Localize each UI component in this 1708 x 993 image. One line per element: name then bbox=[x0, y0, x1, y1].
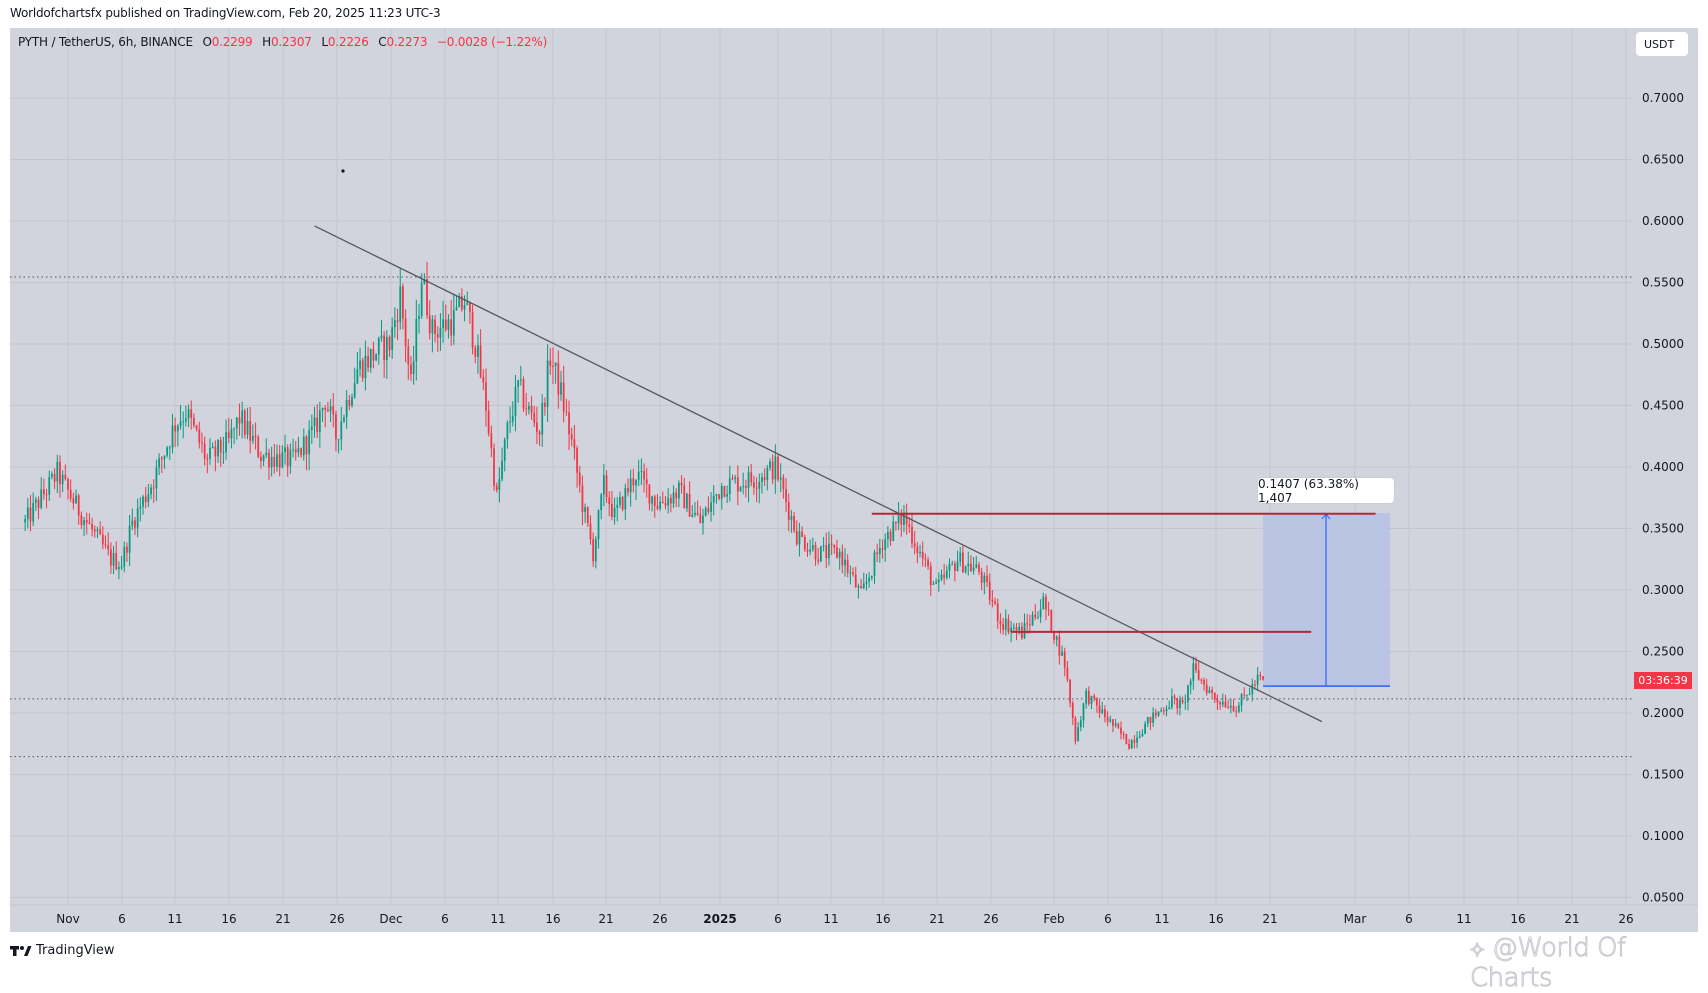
price-range-label: 0.1407 (63.38%) 1,407 bbox=[1258, 477, 1394, 505]
close-value: 0.2273 bbox=[386, 35, 428, 49]
time-tick-label: 6 bbox=[1104, 912, 1112, 926]
price-tick-label: 0.2500 bbox=[1642, 645, 1684, 659]
open-value: 0.2299 bbox=[211, 35, 253, 49]
price-range-tool[interactable] bbox=[1263, 513, 1390, 687]
low-value: 0.2226 bbox=[327, 35, 369, 49]
price-tick-label: 0.3500 bbox=[1642, 522, 1684, 536]
tradingview-logo[interactable]: TradingView bbox=[10, 943, 115, 958]
time-tick-label: Nov bbox=[56, 912, 79, 926]
watermark-text: @World Of Charts bbox=[1470, 933, 1627, 993]
tradingview-logo-icon bbox=[10, 945, 32, 956]
time-tick-label: 21 bbox=[598, 912, 613, 926]
price-tick-label: 0.4500 bbox=[1642, 399, 1684, 413]
price-tick-label: 0.6000 bbox=[1642, 214, 1684, 228]
time-tick-label: 11 bbox=[823, 912, 838, 926]
time-tick-label: 6 bbox=[774, 912, 782, 926]
time-tick-label: 11 bbox=[167, 912, 182, 926]
dotted-levels bbox=[10, 276, 1632, 758]
time-tick-label: 21 bbox=[1262, 912, 1277, 926]
time-tick-label: 16 bbox=[1208, 912, 1223, 926]
time-tick-label: 2025 bbox=[703, 912, 736, 926]
symbol-legend: PYTH / TetherUS, 6h, BINANCE O0.2299 H0.… bbox=[18, 35, 547, 49]
time-tick-label: Mar bbox=[1344, 912, 1367, 926]
price-tick-label: 0.4000 bbox=[1642, 460, 1684, 474]
time-tick-label: 26 bbox=[329, 912, 344, 926]
price-tick-label: 0.2000 bbox=[1642, 706, 1684, 720]
stray-dot bbox=[341, 169, 345, 173]
time-tick-label: 21 bbox=[929, 912, 944, 926]
change-value: −0.0028 (−1.22%) bbox=[436, 35, 548, 49]
currency-unit-button[interactable]: USDT bbox=[1636, 32, 1688, 56]
time-tick-label: 6 bbox=[441, 912, 449, 926]
time-tick-label: Dec bbox=[379, 912, 402, 926]
time-tick-label: 6 bbox=[118, 912, 126, 926]
time-tick-label: 21 bbox=[1564, 912, 1579, 926]
price-tick-label: 0.1000 bbox=[1642, 829, 1684, 843]
time-tick-label: 21 bbox=[275, 912, 290, 926]
time-tick-label: 11 bbox=[1154, 912, 1169, 926]
price-tick-label: 0.6500 bbox=[1642, 153, 1684, 167]
drawings[interactable] bbox=[314, 225, 1376, 723]
tradingview-logo-text: TradingView bbox=[36, 943, 115, 958]
time-tick-label: 16 bbox=[875, 912, 890, 926]
time-axis[interactable]: Nov 6 11 16 21 26 Dec 6 11 16 21 26 2025 6 11 16 21 26 Feb… bbox=[10, 904, 1698, 926]
price-tick-label: 0.3000 bbox=[1642, 583, 1684, 597]
publisher-caption: Worldofchartsfx published on TradingView… bbox=[10, 6, 441, 20]
price-tick-label: 0.0500 bbox=[1642, 891, 1684, 905]
watermark-icon: ⟡ bbox=[1469, 937, 1485, 963]
time-tick-label: 26 bbox=[1618, 912, 1633, 926]
price-axis[interactable]: 0.7000 0.6500 0.6000 0.5500 0.5000 0.4500 0.40… bbox=[1642, 91, 1684, 905]
low-label: L bbox=[321, 35, 328, 49]
time-tick-label: 6 bbox=[1405, 912, 1413, 926]
time-tick-label: 11 bbox=[1456, 912, 1471, 926]
time-tick-label: 11 bbox=[490, 912, 505, 926]
grid-lines bbox=[10, 28, 1632, 905]
bar-countdown: 03:36:39 bbox=[1634, 672, 1692, 689]
open-label: O bbox=[202, 35, 212, 49]
candlestick-chart[interactable]: 0.7000 0.6500 0.6000 0.5500 0.5000 0.4500 0.40… bbox=[0, 0, 1708, 968]
close-label: C bbox=[378, 35, 387, 49]
price-tick-label: 0.1500 bbox=[1642, 768, 1684, 782]
time-tick-label: 16 bbox=[1510, 912, 1525, 926]
price-tick-label: 0.5500 bbox=[1642, 276, 1684, 290]
time-tick-label: 16 bbox=[221, 912, 236, 926]
high-value: 0.2307 bbox=[270, 35, 312, 49]
high-label: H bbox=[262, 35, 271, 49]
candles bbox=[24, 261, 1264, 750]
time-tick-label: Feb bbox=[1043, 912, 1064, 926]
price-tick-label: 0.7000 bbox=[1642, 91, 1684, 105]
time-tick-label: 26 bbox=[652, 912, 667, 926]
watermark: ⟡ @World Of Charts bbox=[1469, 933, 1708, 993]
price-tick-label: 0.5000 bbox=[1642, 337, 1684, 351]
chart-panel[interactable] bbox=[10, 28, 1698, 932]
time-tick-label: 26 bbox=[983, 912, 998, 926]
symbol-label[interactable]: PYTH / TetherUS, 6h, BINANCE bbox=[18, 35, 193, 49]
time-tick-label: 16 bbox=[545, 912, 560, 926]
trendline[interactable] bbox=[314, 225, 1323, 723]
